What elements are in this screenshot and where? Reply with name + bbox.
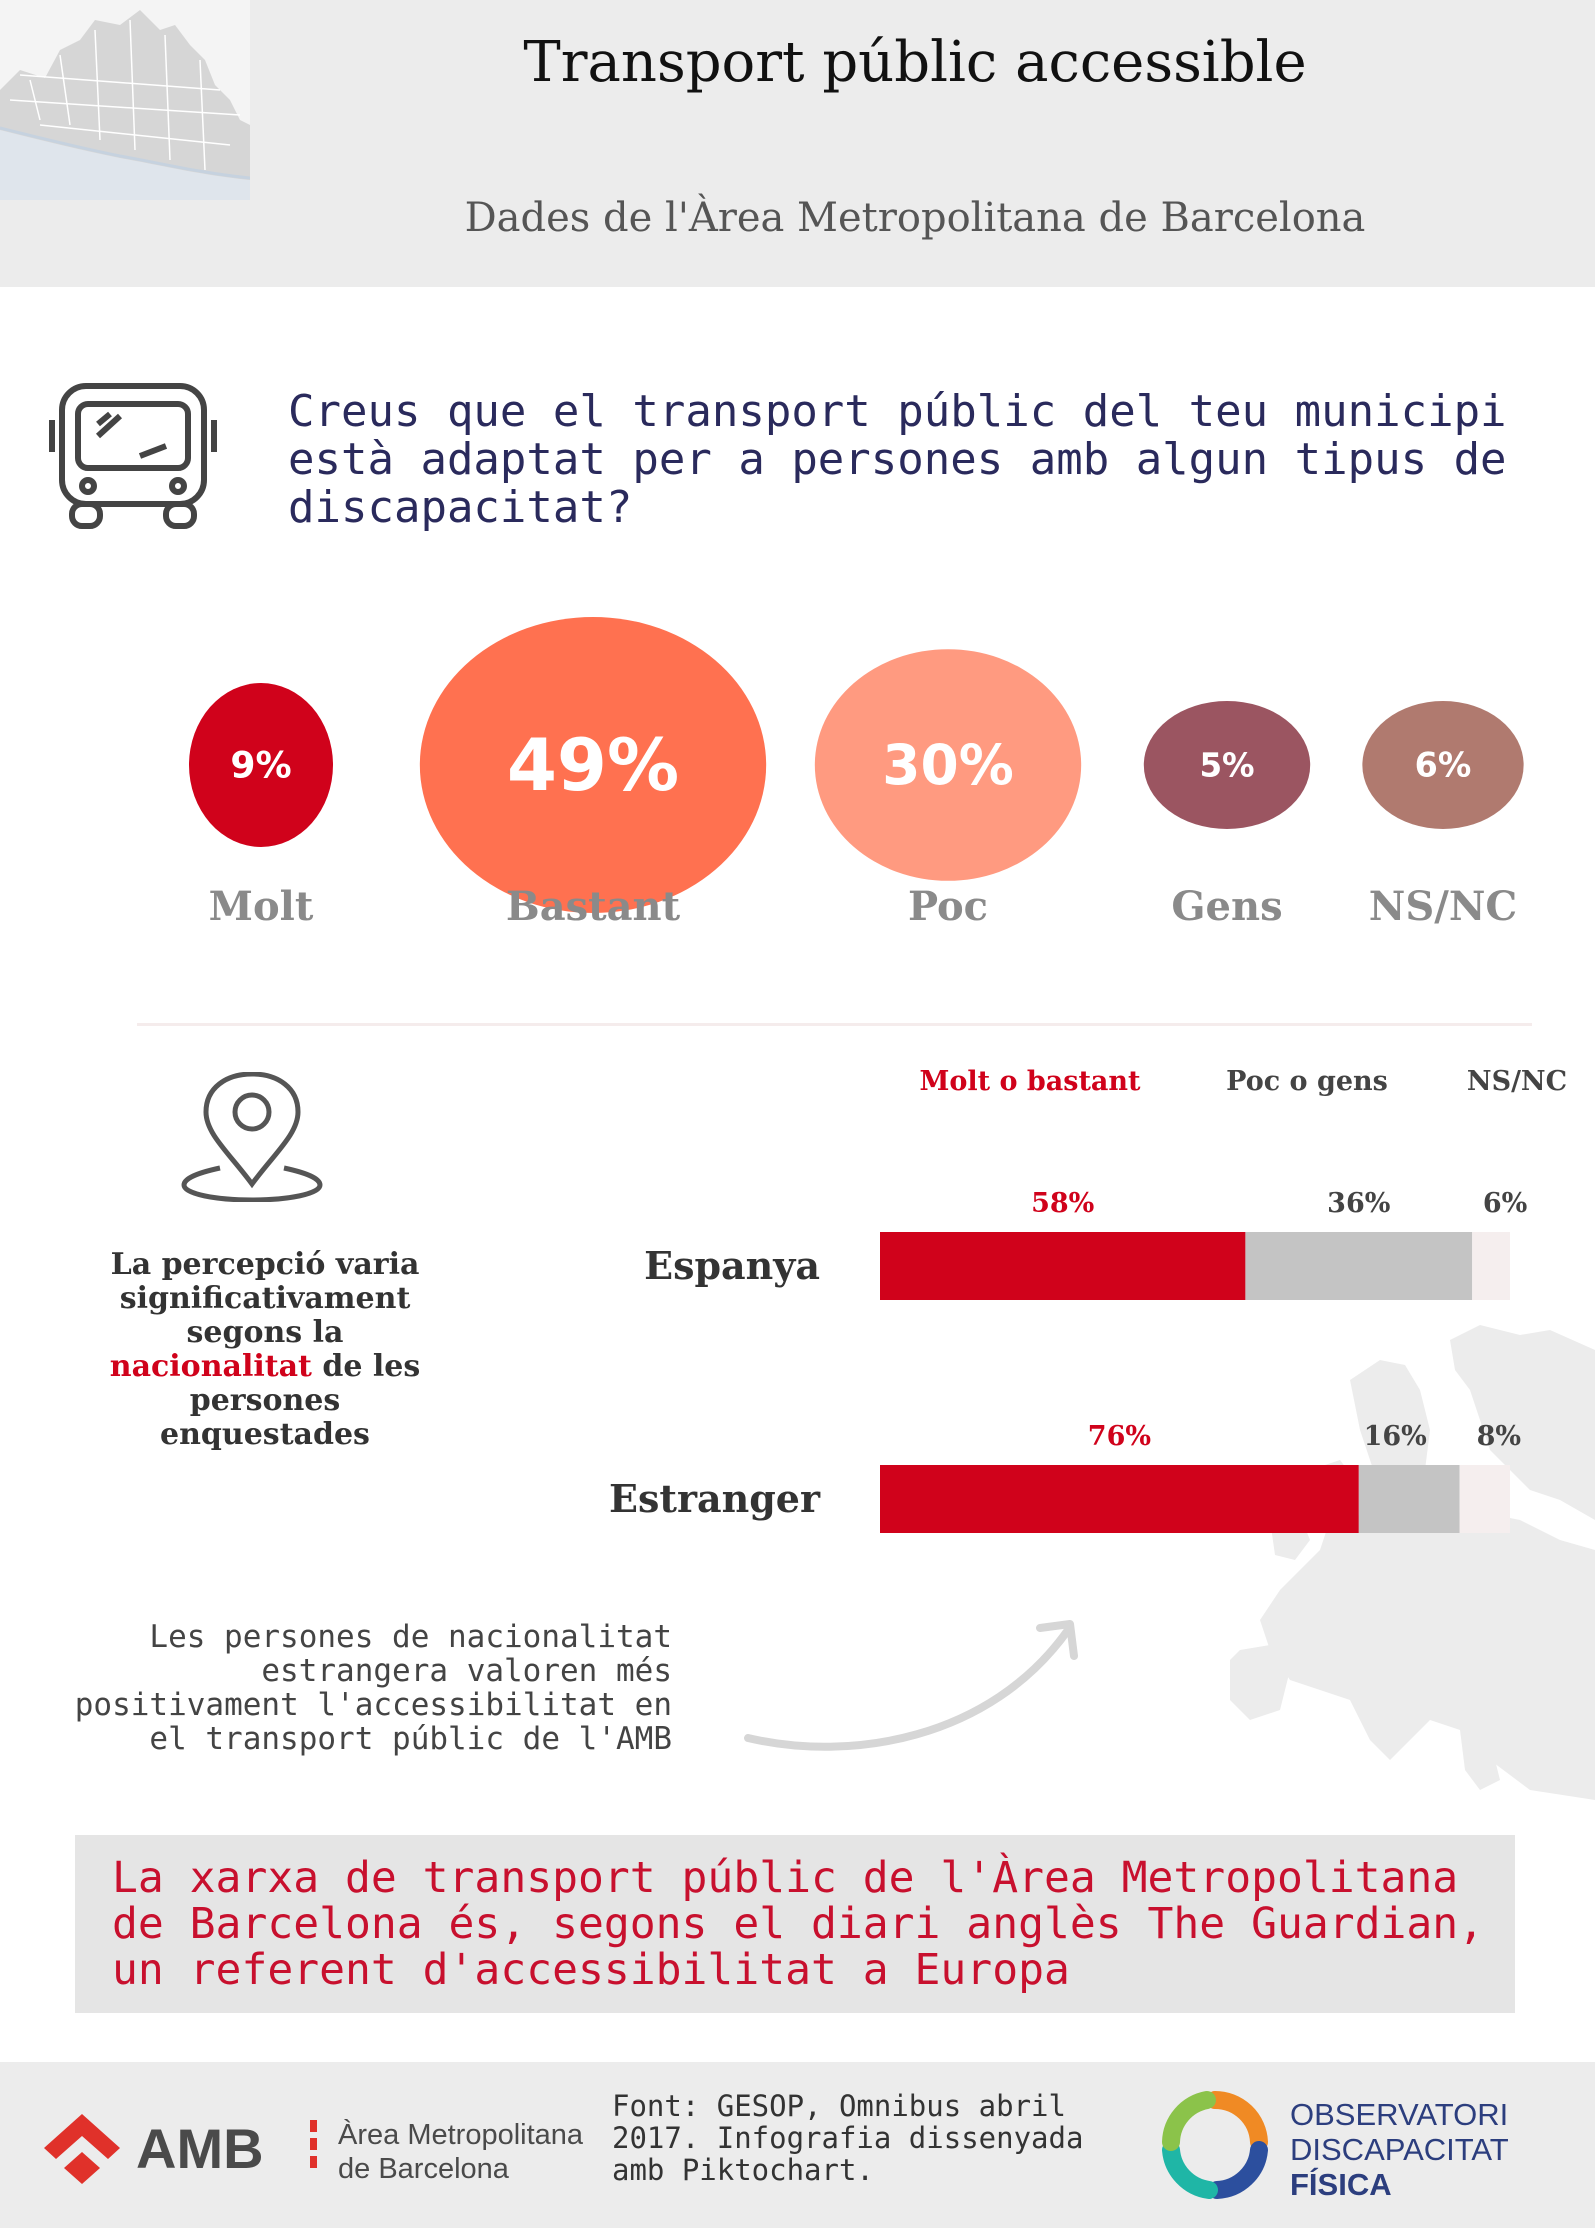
source-credit: Font: GESOP, Omnibus abril 2017. Infogra… — [612, 2089, 1084, 2187]
obs-line-3: FÍSICA — [1290, 2167, 1392, 2202]
bubble-value-label: 30% — [882, 733, 1013, 797]
bubble-category-label: NS/NC — [1369, 883, 1517, 930]
bar-segment — [1459, 1465, 1510, 1533]
bubble-gens — [1143, 701, 1311, 829]
header-band — [0, 0, 1595, 287]
bubble-bastant — [419, 617, 767, 913]
bubble-value-label: 49% — [507, 723, 679, 807]
bar-value-label: 36% — [1327, 1188, 1390, 1219]
nationality-note: La percepció varia significativament seg… — [100, 1248, 430, 1452]
bus-icon — [49, 383, 217, 529]
amb-line-1: Àrea Metropolitana — [338, 2118, 583, 2151]
map-thumbnail — [0, 0, 250, 200]
page-title: Transport públic accessible — [523, 30, 1307, 95]
bubble-molt — [189, 683, 333, 847]
curved-arrow-icon — [744, 1620, 1078, 1751]
bubble-value-label: 5% — [1199, 746, 1254, 784]
bar-category-label: Espanya — [644, 1243, 820, 1288]
bubble-chart: 9% Molt 49% Bastant 30% Poc 5% Gens 6% NS/NC — [189, 617, 1524, 930]
obs-line-1: OBSERVATORI — [1290, 2097, 1508, 2132]
amb-logo-icon — [44, 2114, 120, 2184]
comment-text: Les persones de nacionalitat estrangera … — [74, 1619, 672, 1757]
bubble-category-label: Gens — [1171, 883, 1282, 930]
banner-text: La xarxa de transport públic de l'Àrea M… — [112, 1853, 1485, 1995]
bubble-poc — [814, 649, 1082, 881]
legend-item: Molt o bastant — [919, 1066, 1141, 1097]
observatori-logo: OBSERVATORI DISCAPACITAT FÍSICA — [1162, 2090, 1509, 2202]
bar-value-label: 16% — [1364, 1421, 1427, 1452]
nationality-bar-chart: Molt o bastant Poc o gens NS/NC Espanya 58% 3… — [609, 1066, 1567, 1533]
footer-band — [0, 2062, 1595, 2228]
bar-segment — [1472, 1232, 1510, 1300]
note-text-before: La percepció varia significativament seg… — [110, 1247, 420, 1350]
highlight-banner — [75, 1835, 1515, 2013]
amb-name: AMB — [136, 2117, 264, 2180]
survey-question: Creus que el transport públic del teu mu… — [288, 386, 1507, 533]
amb-line-2: de Barcelona — [338, 2153, 510, 2185]
bubble-value-label: 9% — [230, 745, 291, 787]
bar-segment — [880, 1465, 1359, 1533]
bar-category-label: Estranger — [609, 1476, 821, 1521]
note-highlight: nacionalitat — [109, 1349, 312, 1384]
section-divider — [137, 1023, 1532, 1026]
bubble-value-label: 6% — [1415, 746, 1472, 785]
legend-item: NS/NC — [1467, 1066, 1567, 1097]
legend-item: Poc o gens — [1226, 1066, 1388, 1097]
bar-segment — [880, 1232, 1246, 1300]
amb-logo: AMB Àrea Metropolitana de Barcelona — [44, 2114, 583, 2185]
location-pin-icon — [181, 1072, 323, 1202]
bubble-category-label: Bastant — [506, 883, 681, 930]
bar-value-label: 8% — [1477, 1421, 1521, 1452]
observatori-logo-icon — [1162, 2090, 1268, 2199]
bubble-category-label: Molt — [209, 883, 314, 930]
bubble-category-label: Poc — [908, 883, 988, 930]
note-text-after: de les persones enquestades — [160, 1349, 421, 1452]
obs-line-2: DISCAPACITAT — [1290, 2132, 1509, 2167]
page-subtitle: Dades de l'Àrea Metropolitana de Barcelo… — [464, 195, 1366, 241]
bar-value-label: 6% — [1483, 1188, 1527, 1219]
bar-value-label: 58% — [1031, 1188, 1094, 1219]
bar-segment — [1245, 1232, 1473, 1300]
bar-value-label: 76% — [1088, 1421, 1151, 1452]
bar-segment — [1358, 1465, 1460, 1533]
bubble-ns-nc — [1362, 701, 1524, 829]
